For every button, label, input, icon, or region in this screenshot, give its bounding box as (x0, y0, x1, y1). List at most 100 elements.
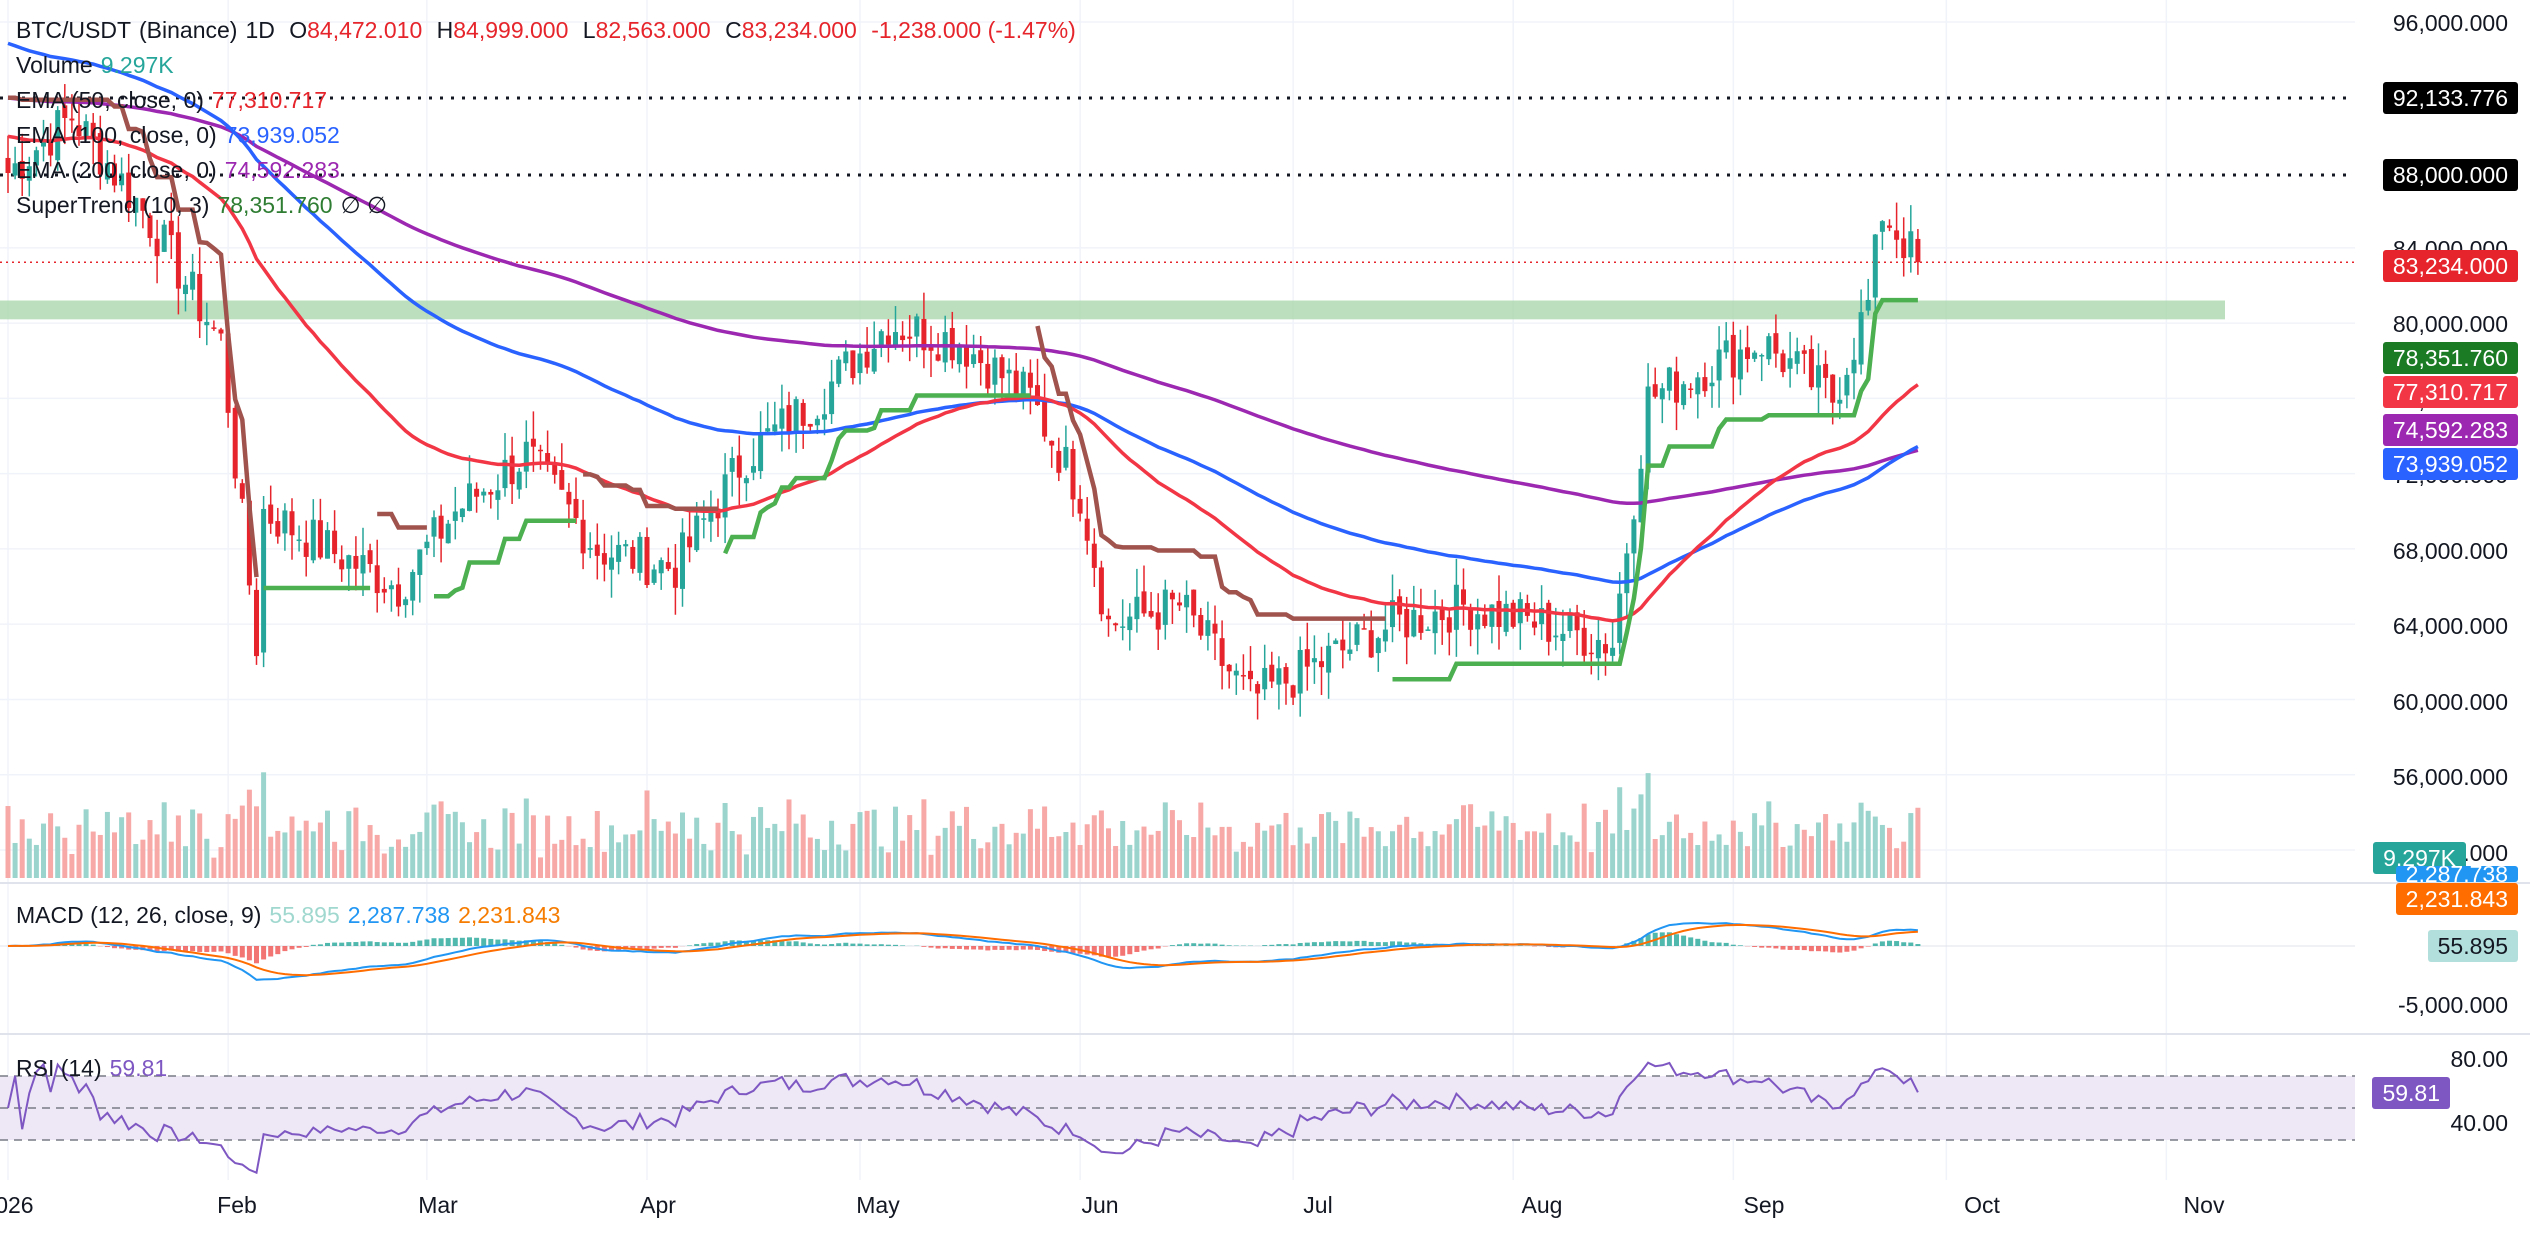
macd-histogram-bar (843, 942, 849, 946)
candle-body (1553, 635, 1559, 638)
level-92-tag[interactable]: 92,133.776 (2382, 82, 2518, 114)
candle-body (623, 544, 629, 547)
volume-bar (1631, 808, 1637, 878)
volume-bar (1233, 851, 1239, 878)
candle-body (999, 357, 1005, 379)
macd-line-value: 2,287.738 (347, 902, 451, 928)
candle-body (232, 407, 238, 479)
volume-bar (1248, 846, 1253, 878)
candle-body (403, 599, 409, 606)
volume-bar (1461, 805, 1466, 878)
supertrend-legend[interactable]: SuperTrend (10, 3) 78,351.760 ∅ ∅ (16, 190, 395, 220)
volume-bar (232, 818, 238, 878)
candle-body (1155, 612, 1161, 630)
ema200-legend[interactable]: EMA (200, close, 0) 74,592.283 (16, 155, 348, 185)
macd-histogram-bar (885, 944, 891, 946)
macd-histogram-bar (772, 940, 778, 946)
volume-bar (325, 810, 330, 878)
candle-body (1354, 624, 1360, 645)
candle-body (310, 519, 316, 561)
macd-histogram-bar (1901, 942, 1907, 946)
candle-body (680, 532, 685, 589)
macd-histogram-bar (1368, 941, 1374, 946)
macd-signal-tag: 2,231.843 (2395, 883, 2518, 915)
candle-body (1816, 365, 1821, 388)
volume-bar (1148, 834, 1154, 878)
volume-bar (701, 843, 707, 878)
rsi-legend[interactable]: RSI (14) 59.81 (16, 1053, 175, 1083)
candle-body (168, 220, 174, 236)
macd-histogram-bar (403, 942, 409, 946)
volume-legend[interactable]: Volume 9.297K (16, 50, 182, 80)
volume-value: 9.297K (100, 52, 174, 78)
volume-bar (488, 847, 494, 878)
candle-body (1624, 553, 1630, 594)
volume-bar (1574, 841, 1580, 878)
volume-bar (758, 807, 764, 878)
supertrend-extra: ∅ ∅ (340, 192, 388, 218)
macd-histogram-bar (282, 946, 288, 952)
macd-histogram-bar (1801, 946, 1807, 951)
macd-histogram-bar (1205, 943, 1211, 946)
volume-bar (33, 844, 39, 878)
candle-body (900, 335, 906, 341)
candle-body (1830, 374, 1836, 403)
ema50-legend[interactable]: EMA (50, close, 0) 77,310.717 (16, 85, 335, 115)
volume-bar (942, 827, 948, 878)
macd-histogram-bar (1851, 946, 1857, 951)
candle-body (410, 572, 416, 601)
candle-body (1879, 221, 1885, 232)
macd-histogram-bar (325, 942, 330, 946)
candle-body (708, 512, 714, 522)
volume-bar (133, 844, 139, 878)
interval-label[interactable]: 1D (245, 17, 275, 43)
candle-body (1837, 399, 1843, 404)
macd-histogram-bar (743, 940, 749, 946)
macd-histogram-bar (935, 946, 941, 949)
ema100-value: 73,939.052 (224, 122, 340, 148)
volume-bar (985, 842, 991, 878)
macd-histogram-bar (1212, 943, 1218, 946)
volume-bar (204, 838, 210, 878)
macd-histogram-bar (1702, 940, 1708, 946)
candle-body (800, 402, 806, 426)
volume-bar (360, 841, 366, 878)
candle-body (1340, 639, 1346, 651)
ema100-legend[interactable]: EMA (100, close, 0) 73,939.052 (16, 120, 348, 150)
candle-body (1851, 359, 1857, 374)
volume-bar (1745, 846, 1750, 878)
volume-bar (374, 834, 380, 878)
macd-histogram-bar (1837, 946, 1843, 953)
candle-body (1631, 519, 1637, 554)
macd-histogram-bar (658, 946, 664, 948)
candle-body (26, 166, 32, 181)
macd-histogram-bar (573, 946, 579, 948)
volume-bar (786, 799, 792, 878)
macd-histogram-bar (488, 938, 494, 946)
volume-bar (715, 822, 721, 878)
volume-bar (367, 825, 373, 878)
volume-bar (1510, 822, 1516, 878)
candle-body (97, 133, 103, 175)
volume-bar (1773, 822, 1779, 878)
candle-body (19, 160, 25, 179)
volume-bar (1496, 830, 1502, 878)
candle-body (1162, 589, 1168, 625)
candle-body (1489, 604, 1495, 627)
symbol-label[interactable]: BTC/USDT (16, 17, 131, 43)
candle-body (33, 150, 39, 166)
volume-bar (1091, 815, 1097, 878)
macd-histogram-bar (1347, 941, 1353, 946)
volume-bar (1113, 845, 1119, 878)
time-axis-label: Jul (1303, 1192, 1333, 1218)
level-88-tag[interactable]: 88,000.000 (2382, 159, 2518, 191)
macd-histogram-bar (1894, 941, 1900, 946)
horizontal-levels[interactable] (0, 96, 2355, 263)
macd-histogram-bar (1695, 938, 1701, 946)
macd-histogram-bar (1752, 946, 1758, 947)
macd-legend[interactable]: MACD (12, 26, close, 9) 55.895 2,287.738 2,… (16, 900, 568, 930)
rsi-axis-label: 40.00 (2450, 1110, 2508, 1136)
volume-bar (1056, 836, 1062, 878)
candle-body (1283, 667, 1289, 684)
